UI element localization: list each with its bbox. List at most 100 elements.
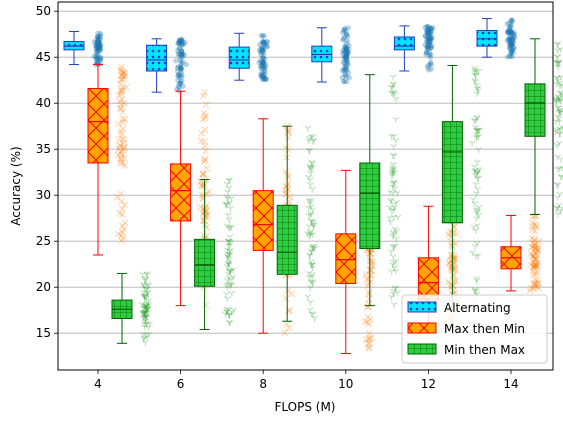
data-point: [225, 251, 233, 258]
data-point: [554, 42, 561, 49]
data-point: [224, 212, 232, 219]
data-point: [283, 320, 291, 328]
data-point: [119, 72, 127, 79]
data-point: [509, 36, 516, 42]
data-point: [117, 149, 125, 157]
data-point: [309, 245, 317, 252]
data-point: [343, 31, 350, 37]
data-point: [505, 28, 511, 35]
data-point: [476, 127, 483, 134]
data-point: [473, 86, 481, 93]
data-point: [394, 290, 402, 297]
data-point: [260, 59, 266, 65]
data-point: [472, 207, 480, 214]
legend-label: Min then Max: [444, 343, 525, 357]
data-point: [425, 42, 431, 48]
data-point: [426, 39, 432, 45]
data-point: [225, 224, 233, 231]
data-point: [95, 34, 101, 40]
data-point: [342, 43, 348, 49]
data-point: [532, 241, 539, 249]
data-point: [197, 129, 205, 137]
x-axis-label: FLOPS (M): [275, 400, 336, 414]
data-point: [305, 138, 312, 145]
data-point: [389, 262, 396, 269]
data-point: [202, 207, 210, 215]
data-point: [306, 147, 313, 154]
data-point: [120, 143, 128, 151]
data-point: [532, 280, 539, 288]
data-point: [533, 259, 541, 267]
data-point: [177, 45, 183, 51]
data-point: [119, 68, 127, 76]
data-point: [141, 278, 149, 285]
data-point: [471, 287, 479, 294]
data-point: [177, 75, 183, 81]
data-point: [118, 70, 126, 77]
data-point: [143, 303, 150, 310]
data-point: [117, 154, 125, 162]
data-point: [305, 197, 313, 204]
data-point: [306, 252, 313, 259]
data-point: [95, 44, 101, 51]
data-point: [367, 278, 375, 286]
data-point: [261, 40, 267, 46]
data-point: [225, 319, 233, 326]
data-point: [556, 166, 563, 173]
data-point: [175, 77, 181, 83]
data-point: [223, 194, 231, 201]
data-point: [553, 181, 561, 188]
data-point: [473, 131, 481, 138]
data-point: [260, 56, 266, 62]
y-tick-label: 30: [36, 188, 51, 202]
data-point: [201, 156, 209, 164]
data-point: [509, 31, 515, 37]
data-point: [365, 339, 373, 347]
data-point: [307, 198, 315, 205]
data-point: [365, 329, 373, 337]
data-point: [388, 133, 395, 140]
data-point: [425, 46, 431, 52]
data-point: [225, 275, 233, 282]
data-point: [118, 96, 126, 104]
data-point: [223, 281, 230, 288]
data-point: [554, 211, 562, 218]
data-point: [311, 245, 319, 252]
data-point: [424, 30, 431, 36]
data-point: [342, 47, 348, 53]
data-point: [344, 53, 350, 59]
data-point: [365, 340, 372, 348]
x-tick-label: 10: [338, 377, 353, 391]
data-point: [224, 296, 231, 303]
data-point: [473, 216, 480, 223]
data-point: [340, 59, 347, 65]
data-point: [97, 43, 103, 49]
data-point: [471, 172, 479, 179]
data-point: [531, 269, 539, 277]
data-point: [284, 129, 292, 137]
data-point: [390, 231, 398, 238]
data-point: [427, 30, 433, 37]
x-tick-label: 8: [259, 377, 267, 391]
legend: Alternating Max then Min Min then Max: [401, 294, 548, 364]
data-point: [510, 38, 516, 44]
data-point: [343, 45, 349, 51]
data-point: [202, 213, 210, 221]
data-point: [365, 295, 373, 303]
data-point: [261, 47, 267, 53]
data-point: [140, 292, 148, 299]
data-point: [344, 32, 350, 38]
data-point: [386, 215, 394, 222]
data-point: [144, 289, 152, 296]
data-point: [472, 79, 480, 86]
data-point: [202, 212, 210, 220]
data-point: [509, 48, 515, 54]
data-point: [176, 37, 182, 43]
data-point: [507, 46, 513, 52]
data-point: [424, 49, 430, 55]
data-point: [529, 222, 537, 230]
data-point: [309, 207, 317, 214]
data-point: [307, 200, 314, 207]
data-point: [452, 255, 460, 263]
data-point: [471, 67, 479, 74]
